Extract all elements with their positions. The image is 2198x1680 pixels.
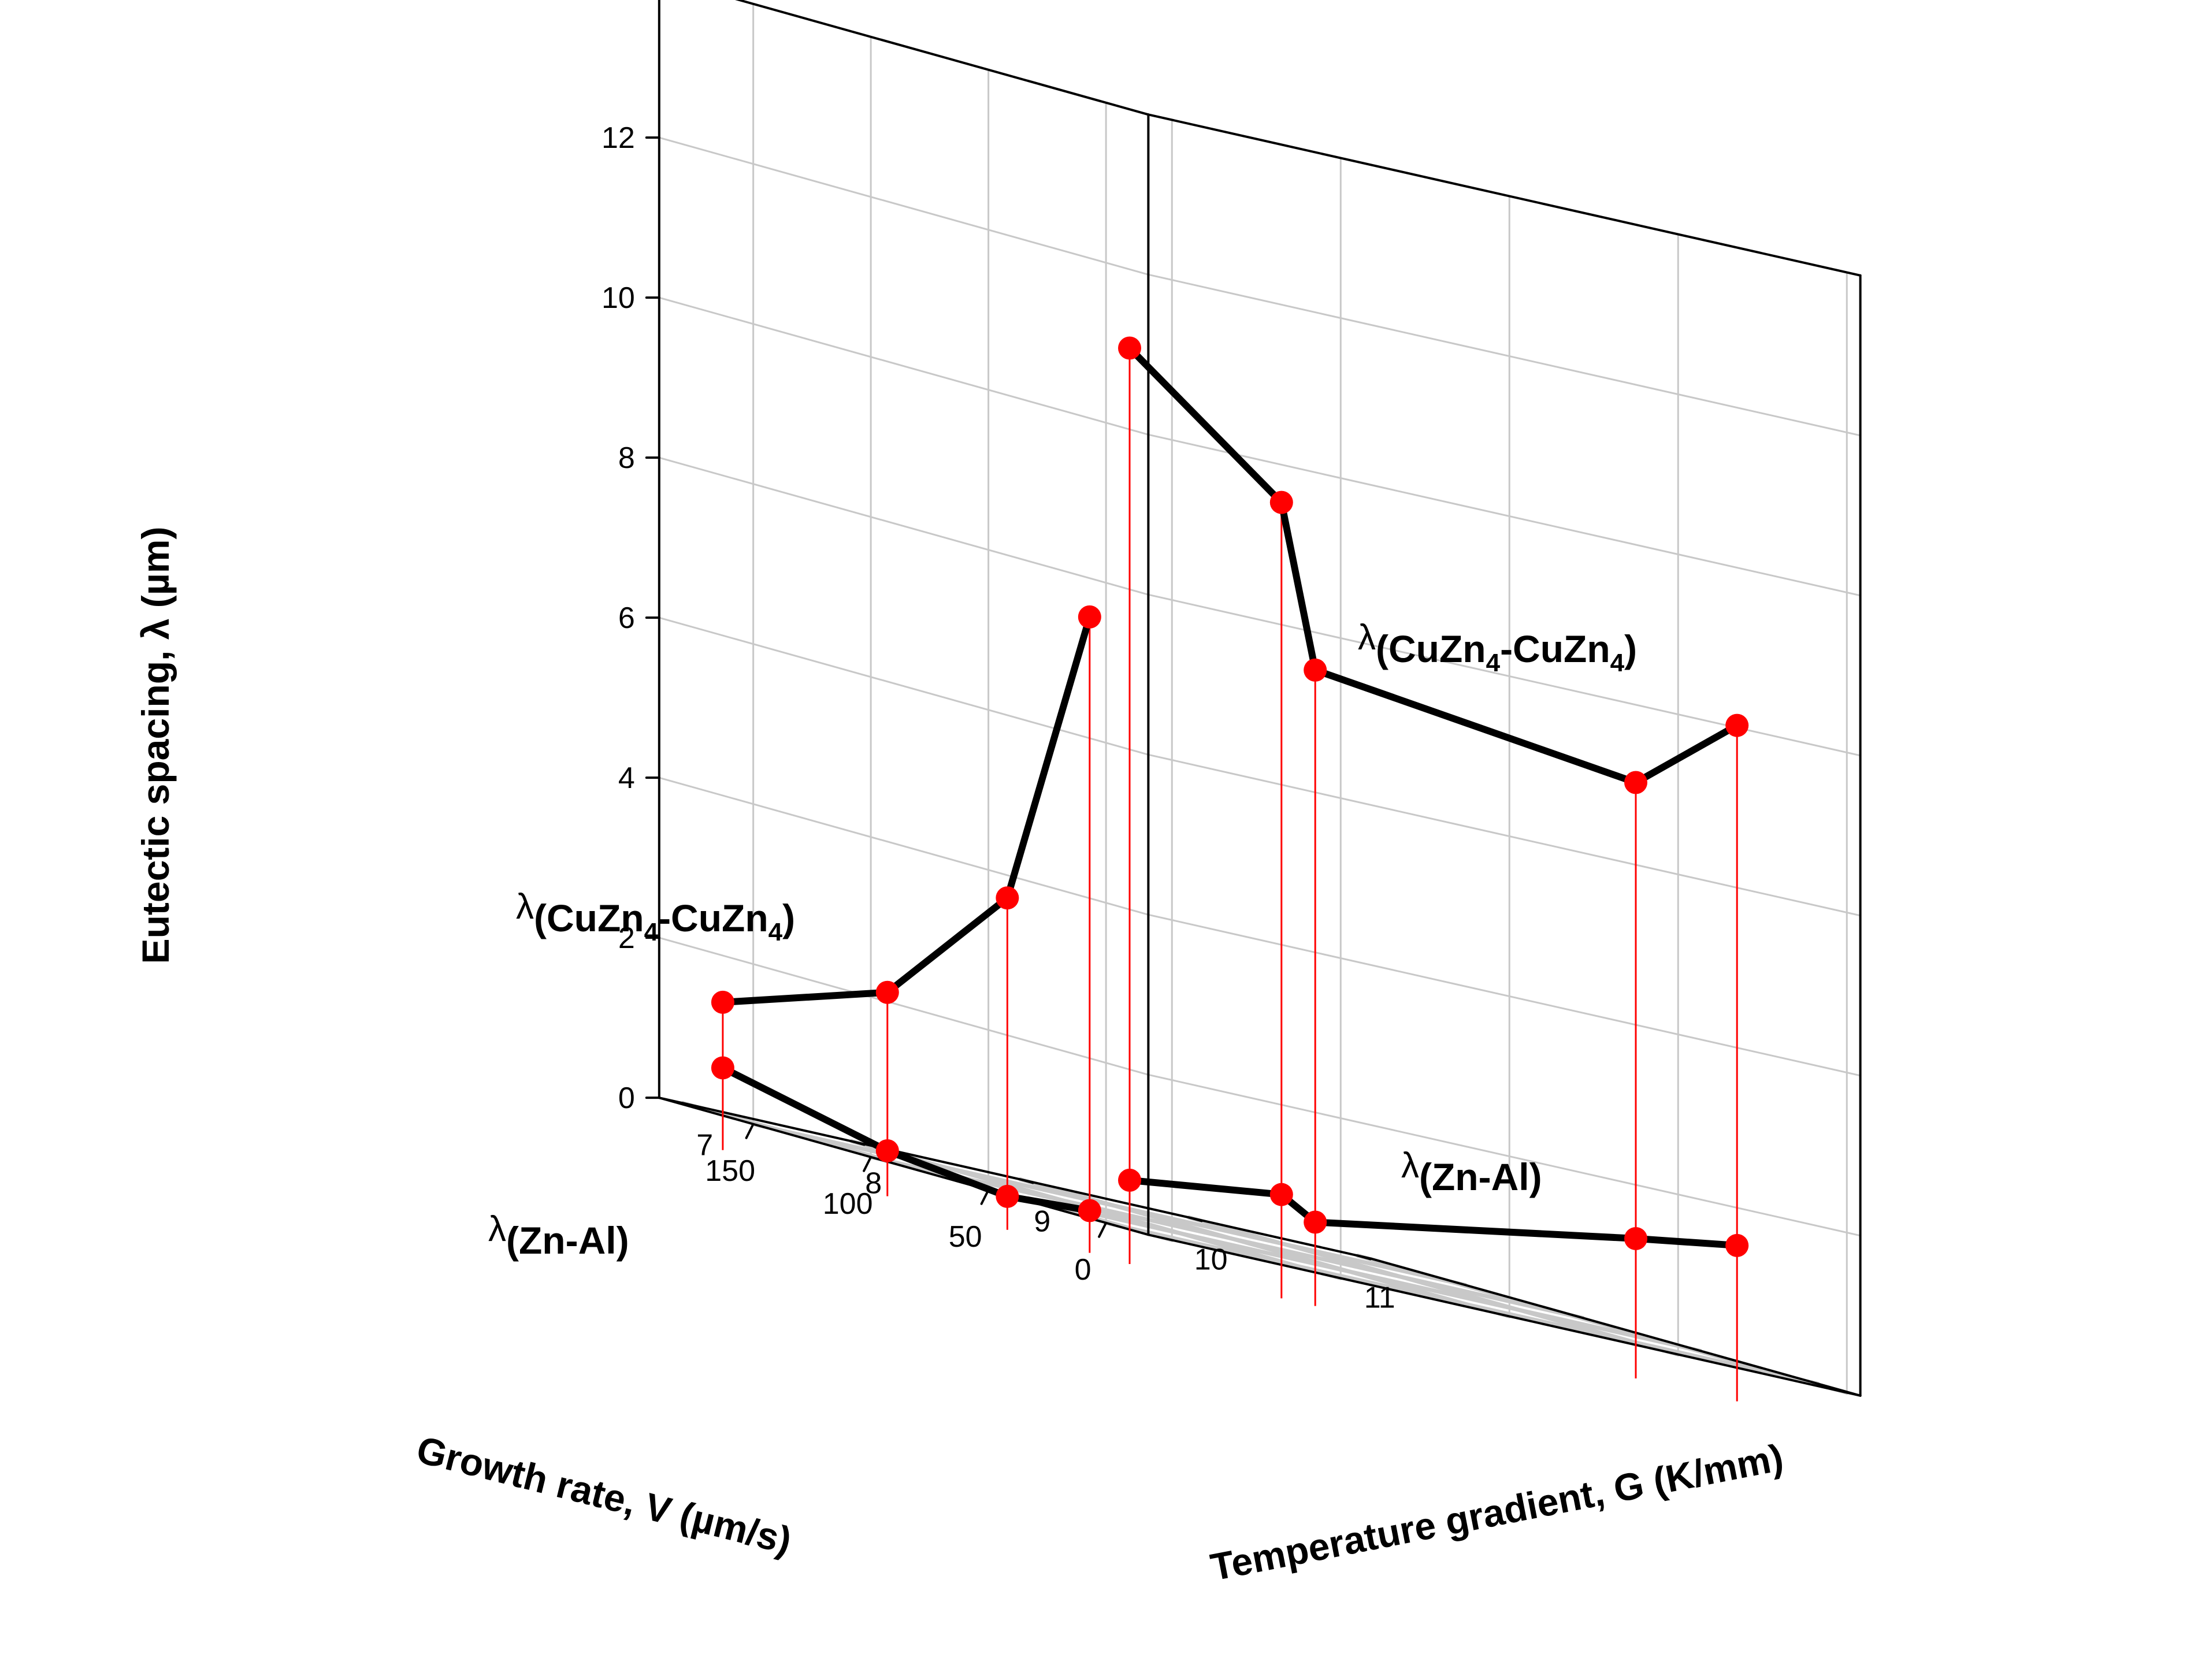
y-tick-label: 7: [696, 1128, 713, 1162]
data-point: [1269, 490, 1293, 514]
data-point: [1624, 771, 1647, 794]
grid-line: [1147, 433, 1862, 597]
series-label-cuzn4-left: λ(CuZn4-CuZn4): [516, 887, 795, 946]
frame-line: [658, 1097, 1150, 1236]
x-tick-label: 50: [949, 1220, 982, 1254]
grid-line: [1147, 273, 1862, 437]
series-label-znal-left: λ(Zn-Al): [488, 1209, 629, 1262]
y-tick: [1356, 1254, 1372, 1261]
data-point: [996, 1184, 1019, 1208]
frame-line: [735, 0, 1150, 116]
z-tick-label: 0: [618, 1081, 635, 1115]
y-tick: [681, 1102, 697, 1108]
z-tick-label: 2: [618, 921, 635, 955]
grid-line: [1187, 1215, 1680, 1357]
data-point: [1078, 605, 1101, 629]
z-axis-label: Eutectic spacing, λ (µm): [134, 527, 177, 964]
grid-line: [1147, 913, 1862, 1077]
grid-line: [681, 1101, 1174, 1243]
z-tick-label: 6: [618, 601, 635, 635]
data-point: [1304, 658, 1327, 682]
x-axis: [658, 1097, 1373, 1260]
grid-line: [658, 936, 1149, 1076]
x-tick: [1098, 1221, 1108, 1238]
y-tick: [1187, 1216, 1203, 1222]
frame-line: [1147, 1233, 1862, 1397]
z-tick-label: 12: [602, 121, 635, 155]
x-tick: [863, 1155, 872, 1172]
grid-line: [1147, 753, 1862, 917]
series-line: [1126, 344, 1741, 786]
grid-line: [658, 776, 1149, 916]
series-labels: λ(CuZn4-CuZn4) λ(Zn-Al) λ(CuZn4-CuZn4) λ(Zn…: [488, 618, 1637, 1262]
y-tick-label: 11: [1364, 1281, 1395, 1314]
x-tick-label: 0: [1075, 1253, 1091, 1287]
data-point: [1304, 1210, 1327, 1234]
z-tick-label: 4: [618, 761, 635, 795]
x-axis-label: Growth rate, V (µm/s): [413, 1428, 796, 1562]
grid-line: [658, 296, 1149, 436]
grid-line: [658, 136, 1149, 276]
tick-labels: 024681012140501001507891011: [602, 121, 1395, 1314]
grid-line: [1147, 593, 1862, 757]
data-point: [711, 990, 734, 1014]
x-tick-label: 100: [823, 1187, 873, 1221]
grid-line: [1147, 1073, 1862, 1237]
z-tick-label: 8: [618, 441, 635, 475]
y-tick-label: 9: [1034, 1205, 1050, 1238]
data-point: [875, 1139, 899, 1162]
markers: [711, 336, 1749, 1257]
y-tick-label: 8: [865, 1166, 882, 1200]
y-tick-label: 10: [1194, 1243, 1228, 1276]
data-point: [711, 1056, 734, 1080]
y-tick: [1019, 1178, 1034, 1184]
frame-line: [1147, 113, 1862, 277]
series-line: [719, 613, 1093, 1006]
data-point: [1624, 1226, 1647, 1250]
z-tick-label: 10: [602, 281, 635, 315]
data-point: [1118, 1168, 1141, 1192]
grid-layer: [658, 0, 1862, 1397]
x-tick-label: 150: [705, 1154, 755, 1188]
drop-lines: [722, 348, 1738, 1402]
y-axis-label: Temperature gradient, G (K/mm): [1207, 1436, 1787, 1589]
data-point: [1118, 336, 1141, 360]
series-lines: [719, 344, 1741, 1249]
grid-line: [736, 0, 1149, 116]
axes-layer: [645, 0, 1862, 1397]
grid-line: [1018, 1177, 1512, 1319]
y-tick: [850, 1140, 866, 1146]
data-point: [1078, 1199, 1101, 1222]
data-point: [1725, 1233, 1749, 1257]
x-tick: [745, 1123, 755, 1139]
y-axis: [1370, 1257, 1862, 1397]
series-label-znal-right: λ(Zn-Al): [1401, 1146, 1542, 1198]
data-point: [875, 980, 899, 1004]
grid-line: [658, 456, 1149, 596]
data-point: [1269, 1183, 1293, 1206]
data-point: [996, 886, 1019, 910]
data-point: [1725, 713, 1749, 737]
series-line: [719, 1064, 1093, 1214]
series-label-cuzn4-right: λ(CuZn4-CuZn4): [1358, 618, 1637, 677]
grid-line: [658, 616, 1149, 756]
